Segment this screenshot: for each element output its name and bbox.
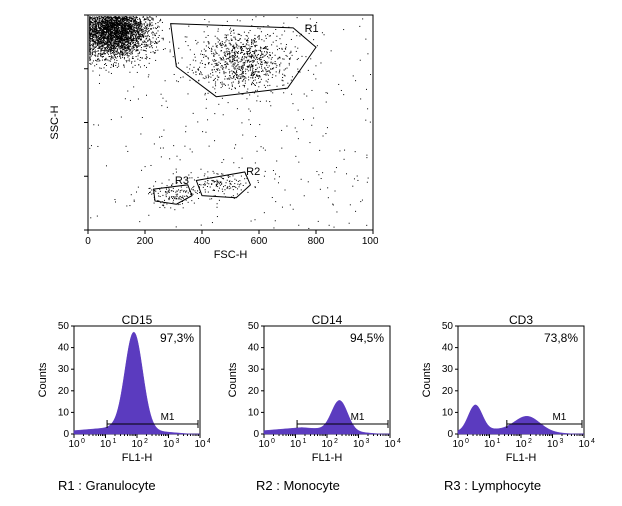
- svg-text:0: 0: [253, 429, 259, 440]
- svg-text:40: 40: [58, 343, 70, 354]
- caption-r1: R1 : Granulocyte: [58, 478, 156, 493]
- svg-text:Counts: Counts: [421, 362, 433, 397]
- marker-label: M1: [351, 412, 365, 423]
- svg-text:2: 2: [144, 438, 148, 445]
- svg-text:0: 0: [465, 438, 469, 445]
- svg-text:10: 10: [452, 439, 464, 450]
- svg-text:10: 10: [100, 439, 112, 450]
- svg-text:10: 10: [68, 439, 80, 450]
- svg-text:1: 1: [303, 438, 307, 445]
- hist-pct: 97,3%: [160, 331, 194, 345]
- hist-title: CD15: [122, 313, 153, 327]
- svg-text:10: 10: [384, 439, 396, 450]
- svg-text:3: 3: [560, 438, 564, 445]
- svg-text:40: 40: [442, 343, 454, 354]
- svg-text:0: 0: [447, 429, 453, 440]
- hist-panel-cd14: CD1494,5%100101102103104FL1-H01020304050…: [224, 312, 404, 467]
- svg-text:10: 10: [547, 439, 559, 450]
- svg-text:10: 10: [484, 439, 496, 450]
- hist-svg-1: CD1494,5%100101102103104FL1-H01020304050…: [224, 312, 404, 467]
- svg-text:10: 10: [515, 439, 527, 450]
- svg-text:10: 10: [578, 439, 590, 450]
- svg-text:50: 50: [442, 321, 454, 332]
- svg-text:SSC-H: SSC-H: [49, 105, 61, 139]
- svg-text:3: 3: [176, 438, 180, 445]
- hist-pct: 94,5%: [350, 331, 384, 345]
- gate-R3: [154, 185, 192, 204]
- svg-text:50: 50: [58, 321, 70, 332]
- svg-text:800: 800: [308, 236, 325, 247]
- svg-text:3: 3: [366, 438, 370, 445]
- hist-title: CD3: [509, 313, 533, 327]
- svg-text:2: 2: [334, 438, 338, 445]
- svg-text:50: 50: [248, 321, 260, 332]
- svg-text:30: 30: [58, 364, 70, 375]
- svg-text:20: 20: [248, 386, 260, 397]
- svg-text:1: 1: [113, 438, 117, 445]
- hist-svg-2: CD373,8%100101102103104FL1-H01020304050C…: [418, 312, 598, 467]
- svg-text:30: 30: [442, 364, 454, 375]
- hist-panel-cd15: CD1597,3%100101102103104FL1-H01020304050…: [30, 312, 210, 467]
- svg-text:FL1-H: FL1-H: [122, 452, 153, 464]
- hist-fill: [74, 332, 200, 434]
- svg-text:10: 10: [442, 407, 454, 418]
- svg-text:0: 0: [81, 438, 85, 445]
- svg-text:Counts: Counts: [37, 362, 49, 397]
- svg-text:10: 10: [163, 439, 175, 450]
- svg-text:10: 10: [353, 439, 365, 450]
- svg-text:4: 4: [397, 438, 401, 445]
- caption-r2: R2 : Monocyte: [256, 478, 340, 493]
- gate-label-R2: R2: [246, 166, 260, 178]
- svg-text:FSC-H: FSC-H: [214, 249, 248, 261]
- svg-text:1000: 1000: [362, 236, 378, 247]
- svg-text:20: 20: [58, 386, 70, 397]
- svg-text:4: 4: [591, 438, 595, 445]
- hist-title: CD14: [312, 313, 343, 327]
- svg-text:40: 40: [248, 343, 260, 354]
- svg-text:10: 10: [258, 439, 270, 450]
- hist-panel-cd3: CD373,8%100101102103104FL1-H01020304050C…: [418, 312, 598, 467]
- svg-text:10: 10: [194, 439, 206, 450]
- svg-text:30: 30: [248, 364, 260, 375]
- svg-text:400: 400: [194, 236, 211, 247]
- svg-text:10: 10: [248, 407, 260, 418]
- scatter-panel: 0 200 400 600 800 1000 FSC-H SSC-H R1 R2 R3: [40, 12, 378, 264]
- gate-label-R1: R1: [305, 23, 319, 35]
- svg-text:0: 0: [271, 438, 275, 445]
- svg-text:2: 2: [528, 438, 532, 445]
- hist-svg-0: CD1597,3%100101102103104FL1-H01020304050…: [30, 312, 210, 467]
- svg-text:200: 200: [137, 236, 154, 247]
- svg-text:600: 600: [251, 236, 268, 247]
- svg-text:FL1-H: FL1-H: [506, 452, 537, 464]
- marker-label: M1: [552, 412, 566, 423]
- svg-text:4: 4: [207, 438, 210, 445]
- svg-text:10: 10: [321, 439, 333, 450]
- scatter-svg: 0 200 400 600 800 1000 FSC-H SSC-H R1 R2 R3: [40, 12, 378, 264]
- svg-text:20: 20: [442, 386, 454, 397]
- svg-text:10: 10: [58, 407, 70, 418]
- hist-fill: [264, 400, 390, 434]
- svg-text:1: 1: [497, 438, 501, 445]
- svg-text:0: 0: [63, 429, 69, 440]
- svg-text:10: 10: [131, 439, 143, 450]
- svg-text:FL1-H: FL1-H: [312, 452, 343, 464]
- svg-text:0: 0: [85, 236, 91, 247]
- caption-r3: R3 : Lymphocyte: [444, 478, 541, 493]
- svg-text:10: 10: [290, 439, 302, 450]
- marker-label: M1: [161, 412, 175, 423]
- svg-text:Counts: Counts: [227, 362, 239, 397]
- gate-label-R3: R3: [175, 175, 189, 187]
- hist-pct: 73,8%: [544, 331, 578, 345]
